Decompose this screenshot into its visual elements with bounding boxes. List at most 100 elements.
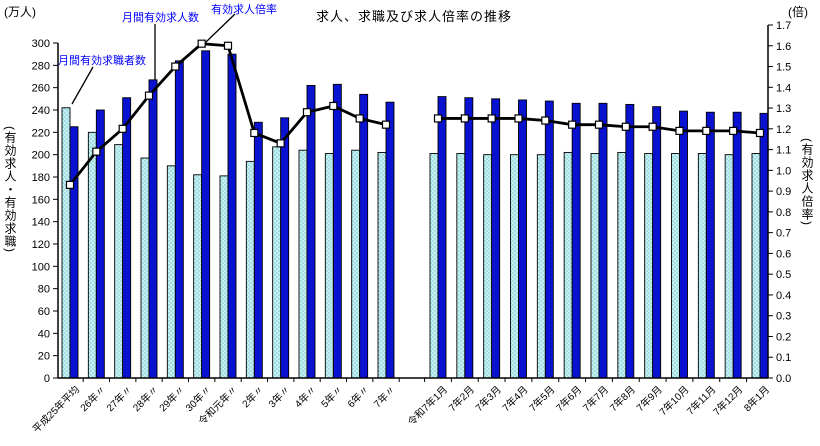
left-axis-tick-label: 80 — [38, 284, 50, 296]
bar-seekers — [61, 107, 71, 379]
x-axis-label: 28年〃 — [130, 383, 161, 414]
right-axis-tick-label: 0.6 — [776, 248, 791, 260]
left-axis-tick-label: 200 — [32, 150, 50, 162]
x-axis-label: 7年7月 — [580, 383, 611, 414]
ratio-marker — [729, 126, 738, 136]
ratio-marker — [223, 41, 233, 50]
ratio-marker — [171, 62, 180, 71]
ratio-marker — [433, 114, 443, 123]
left-axis-title: (有効求人・有効求職) — [3, 126, 17, 253]
right-axis-tick-label: 1.1 — [776, 145, 791, 157]
bar-seekers — [536, 154, 546, 379]
bar-seekers — [87, 131, 97, 379]
ratio-marker — [250, 128, 259, 138]
bar-openings — [518, 99, 527, 379]
right-axis-tick-label: 1.3 — [776, 103, 791, 115]
x-axis-label: 3年〃 — [266, 383, 293, 410]
right-axis-tick-label: 0.2 — [776, 331, 791, 343]
ratio-marker — [541, 116, 550, 125]
right-axis-tick-label: 0.4 — [776, 290, 791, 302]
ratio-marker — [755, 128, 765, 138]
bar-openings — [437, 96, 447, 379]
ratio-marker — [355, 114, 364, 123]
bar-seekers — [219, 175, 229, 379]
ratio-marker — [460, 114, 469, 123]
annotation-seekers-pointer — [71, 66, 94, 105]
annotation-seekers-label: 月間有効求職者数 — [58, 55, 146, 67]
bar-openings — [491, 98, 501, 379]
right-axis-tick-label: 0.7 — [776, 228, 791, 240]
annotation-ratio-label: 有効求人倍率 — [211, 4, 277, 16]
bar-openings — [201, 50, 211, 379]
x-axis-label: 7年2月 — [446, 383, 477, 414]
x-axis-label: 令和7年1月 — [405, 383, 450, 428]
left-axis-tick-label: 120 — [32, 239, 50, 251]
bar-openings — [148, 79, 158, 379]
bar-seekers — [377, 151, 387, 379]
ratio-marker — [144, 91, 154, 100]
bar-openings — [625, 103, 635, 379]
x-axis-label: 7年5月 — [526, 383, 557, 414]
bar-openings — [122, 97, 132, 379]
bar-openings — [359, 93, 369, 379]
x-axis-label: 2年〃 — [239, 383, 266, 410]
ratio-marker — [381, 120, 391, 129]
bar-openings — [571, 102, 581, 379]
left-axis-tick-label: 280 — [32, 60, 50, 72]
bar-openings — [732, 111, 742, 379]
left-axis-tick-label: 60 — [38, 306, 50, 318]
x-axis-label: 4年〃 — [292, 383, 319, 410]
bar-seekers — [456, 153, 466, 379]
bar-openings — [332, 83, 342, 379]
ratio-marker — [276, 139, 285, 148]
bar-openings — [705, 111, 715, 379]
left-axis-tick-label: 40 — [38, 328, 50, 340]
bar-seekers — [114, 144, 124, 379]
bar-openings — [253, 121, 263, 379]
x-axis-label: 7年4月 — [499, 383, 530, 414]
right-axis-tick-label: 0.0 — [776, 373, 791, 385]
right-axis-tick-label: 0.8 — [776, 207, 791, 219]
bar-seekers — [510, 154, 519, 379]
bar-openings — [227, 53, 237, 379]
x-axis-label: 26年〃 — [77, 383, 108, 414]
x-axis-label: 7年3月 — [473, 383, 504, 414]
ratio-marker — [197, 39, 206, 48]
right-axis-tick-label: 0.5 — [776, 269, 791, 281]
chart-title: 求人、求職及び求人倍率の推移 — [316, 9, 513, 24]
ratio-marker — [302, 108, 312, 117]
bar-openings — [306, 84, 316, 379]
bar-seekers — [351, 149, 361, 379]
annotation-openings-label: 月間有効求人数 — [122, 12, 199, 24]
bar-openings — [280, 117, 290, 379]
left-axis-unit: (万人) — [4, 5, 36, 19]
right-axis-unit: (倍) — [788, 5, 808, 19]
bar-seekers — [193, 174, 203, 379]
bar-openings — [385, 101, 395, 379]
left-axis-tick-label: 160 — [32, 194, 50, 206]
bar-seekers — [590, 153, 600, 379]
x-axis-label: 6年〃 — [345, 383, 372, 410]
left-axis-tick-label: 20 — [38, 351, 50, 363]
x-axis-label: 7年8月 — [607, 383, 638, 414]
bar-seekers — [617, 151, 627, 379]
bar-seekers — [563, 151, 573, 379]
ratio-marker — [702, 126, 711, 136]
annotation-ratio-pointer — [205, 13, 236, 43]
bar-openings — [69, 126, 79, 379]
bar-seekers — [166, 165, 176, 379]
ratio-marker — [594, 120, 604, 129]
bar-seekers — [671, 153, 680, 379]
bar-seekers — [324, 153, 334, 379]
ratio-marker — [92, 147, 101, 156]
bar-openings — [679, 110, 688, 379]
x-axis-label: 平成25年平均 — [30, 383, 82, 435]
left-axis-tick-label: 100 — [32, 261, 50, 273]
x-axis-label: 7年〃 — [371, 383, 398, 410]
left-axis-tick-label: 300 — [32, 38, 50, 50]
left-axis-tick-label: 220 — [32, 127, 50, 139]
ratio-marker — [487, 114, 496, 123]
bar-openings — [464, 97, 474, 379]
